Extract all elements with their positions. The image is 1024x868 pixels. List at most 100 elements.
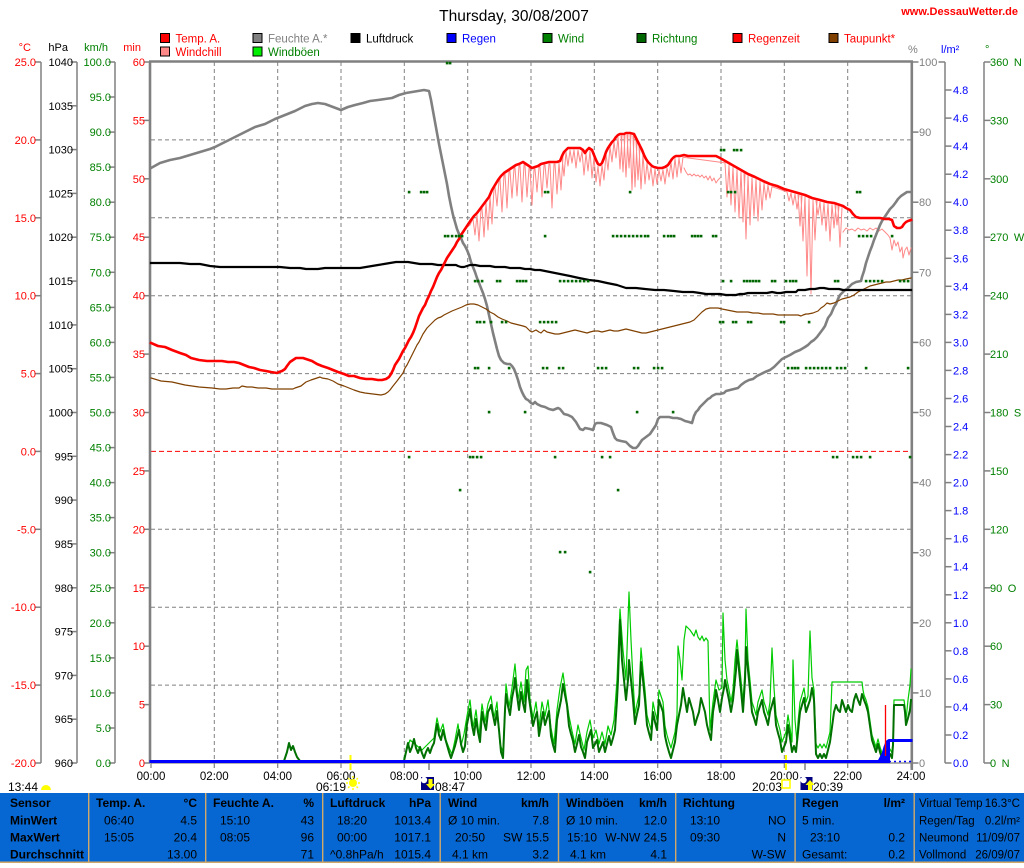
svg-text:22:00: 22:00 (833, 771, 862, 783)
svg-text:0.6: 0.6 (953, 674, 968, 686)
svg-text:1017.1: 1017.1 (394, 831, 431, 845)
svg-text:43: 43 (301, 814, 315, 828)
svg-text:330: 330 (990, 115, 1008, 127)
svg-text:45: 45 (133, 232, 145, 244)
svg-text:270 W: 270 W (990, 232, 1024, 244)
svg-text:Windchill: Windchill (176, 47, 222, 59)
svg-text:-5.0: -5.0 (17, 524, 36, 536)
svg-text:2.0: 2.0 (953, 478, 968, 490)
svg-text:20: 20 (133, 524, 145, 536)
svg-text:08:00: 08:00 (390, 771, 419, 783)
svg-text:%: % (908, 44, 918, 56)
svg-text:995: 995 (55, 451, 73, 463)
svg-text:5.0: 5.0 (21, 369, 36, 381)
svg-text:Wind: Wind (558, 34, 584, 46)
svg-text:975: 975 (55, 627, 73, 639)
svg-text:20.4: 20.4 (174, 831, 198, 845)
svg-text:l/m²: l/m² (941, 44, 960, 56)
svg-text:Virtual Temp: Virtual Temp (919, 798, 983, 810)
svg-text:-20.0: -20.0 (11, 758, 36, 770)
svg-text:40: 40 (133, 291, 145, 303)
svg-text:W-NW 24.5: W-NW 24.5 (605, 831, 667, 845)
svg-text:12:00: 12:00 (517, 771, 546, 783)
svg-text:3.4: 3.4 (953, 281, 968, 293)
svg-text:^0.8hPa/h: ^0.8hPa/h (330, 848, 384, 862)
svg-text:16.3°C: 16.3°C (985, 798, 1020, 810)
svg-text:2.6: 2.6 (953, 394, 968, 406)
svg-text:Sensor: Sensor (10, 796, 51, 810)
svg-text:hPa: hPa (409, 796, 431, 810)
svg-text:970: 970 (55, 670, 73, 682)
svg-text:MaxWert: MaxWert (10, 831, 60, 845)
svg-text:16:00: 16:00 (643, 771, 672, 783)
svg-text:180 S: 180 S (990, 408, 1021, 420)
svg-text:°C: °C (184, 796, 198, 810)
svg-text:980: 980 (55, 583, 73, 595)
svg-text:MinWert: MinWert (10, 814, 57, 828)
svg-text:00:00: 00:00 (137, 771, 166, 783)
svg-text:www.DessauWetter.de: www.DessauWetter.de (900, 6, 1018, 18)
svg-text:20.0: 20.0 (15, 135, 36, 147)
svg-text:%: % (303, 796, 314, 810)
svg-text:-15.0: -15.0 (11, 680, 36, 692)
svg-text:Feuchte A.: Feuchte A. (213, 796, 274, 810)
svg-text:3.2: 3.2 (532, 848, 549, 862)
svg-text:30.0: 30.0 (90, 548, 111, 560)
svg-text:15: 15 (133, 583, 145, 595)
svg-text:0 N: 0 N (990, 758, 1010, 770)
svg-text:70: 70 (919, 267, 931, 279)
svg-text:40.0: 40.0 (90, 478, 111, 490)
svg-text:-10.0: -10.0 (11, 602, 36, 614)
svg-text:0.2l/m²: 0.2l/m² (985, 816, 1020, 828)
svg-text:Richtung: Richtung (652, 34, 697, 46)
svg-text:0.0: 0.0 (21, 446, 36, 458)
svg-text:60: 60 (919, 337, 931, 349)
svg-text:06:40: 06:40 (104, 814, 134, 828)
svg-text:Feuchte A.*: Feuchte A.* (268, 34, 328, 46)
svg-text:Neumond: Neumond (919, 833, 969, 845)
svg-text:Thursday, 30/08/2007: Thursday, 30/08/2007 (439, 8, 589, 25)
svg-text:20.0: 20.0 (90, 618, 111, 630)
svg-text:06:00: 06:00 (327, 771, 356, 783)
svg-text:2.8: 2.8 (953, 365, 968, 377)
svg-text:1.0: 1.0 (953, 618, 968, 630)
svg-text:06:19: 06:19 (316, 780, 346, 794)
svg-text:70.0: 70.0 (90, 267, 111, 279)
svg-text:23:10: 23:10 (810, 831, 840, 845)
svg-text:Richtung: Richtung (683, 796, 735, 810)
svg-text:Ø 10 min.: Ø 10 min. (448, 814, 500, 828)
svg-text:0: 0 (919, 758, 925, 770)
svg-text:1030: 1030 (49, 145, 73, 157)
svg-text:Wind: Wind (448, 796, 477, 810)
svg-text:0.8: 0.8 (953, 646, 968, 658)
svg-text:20:39: 20:39 (813, 780, 843, 794)
svg-text:960: 960 (55, 758, 73, 770)
svg-text:30: 30 (919, 548, 931, 560)
svg-text:08:05: 08:05 (220, 831, 250, 845)
svg-text:Vollmond: Vollmond (919, 850, 966, 862)
svg-text:30: 30 (133, 408, 145, 420)
svg-text:240: 240 (990, 291, 1008, 303)
svg-text:00:00: 00:00 (337, 831, 367, 845)
svg-text:35.0: 35.0 (90, 513, 111, 525)
svg-text:120: 120 (990, 524, 1008, 536)
svg-text:55: 55 (133, 115, 145, 127)
svg-text:55.0: 55.0 (90, 372, 111, 384)
svg-text:10.0: 10.0 (90, 688, 111, 700)
svg-text:5.0: 5.0 (96, 723, 111, 735)
svg-text:40: 40 (919, 478, 931, 490)
svg-text:Durchschnitt: Durchschnitt (10, 848, 84, 862)
svg-text:4.4: 4.4 (953, 141, 968, 153)
svg-text:10: 10 (133, 641, 145, 653)
svg-text:80.0: 80.0 (90, 197, 111, 209)
svg-text:1015: 1015 (49, 276, 73, 288)
svg-text:50: 50 (919, 408, 931, 420)
svg-text:02:00: 02:00 (200, 771, 229, 783)
svg-text:Temp. A.: Temp. A. (176, 34, 221, 46)
svg-text:26/09/07: 26/09/07 (975, 850, 1020, 862)
svg-text:Regen: Regen (802, 796, 839, 810)
svg-text:1.2: 1.2 (953, 590, 968, 602)
svg-text:km/h: km/h (521, 796, 549, 810)
svg-text:1005: 1005 (49, 364, 73, 376)
svg-text:15:10: 15:10 (567, 831, 597, 845)
